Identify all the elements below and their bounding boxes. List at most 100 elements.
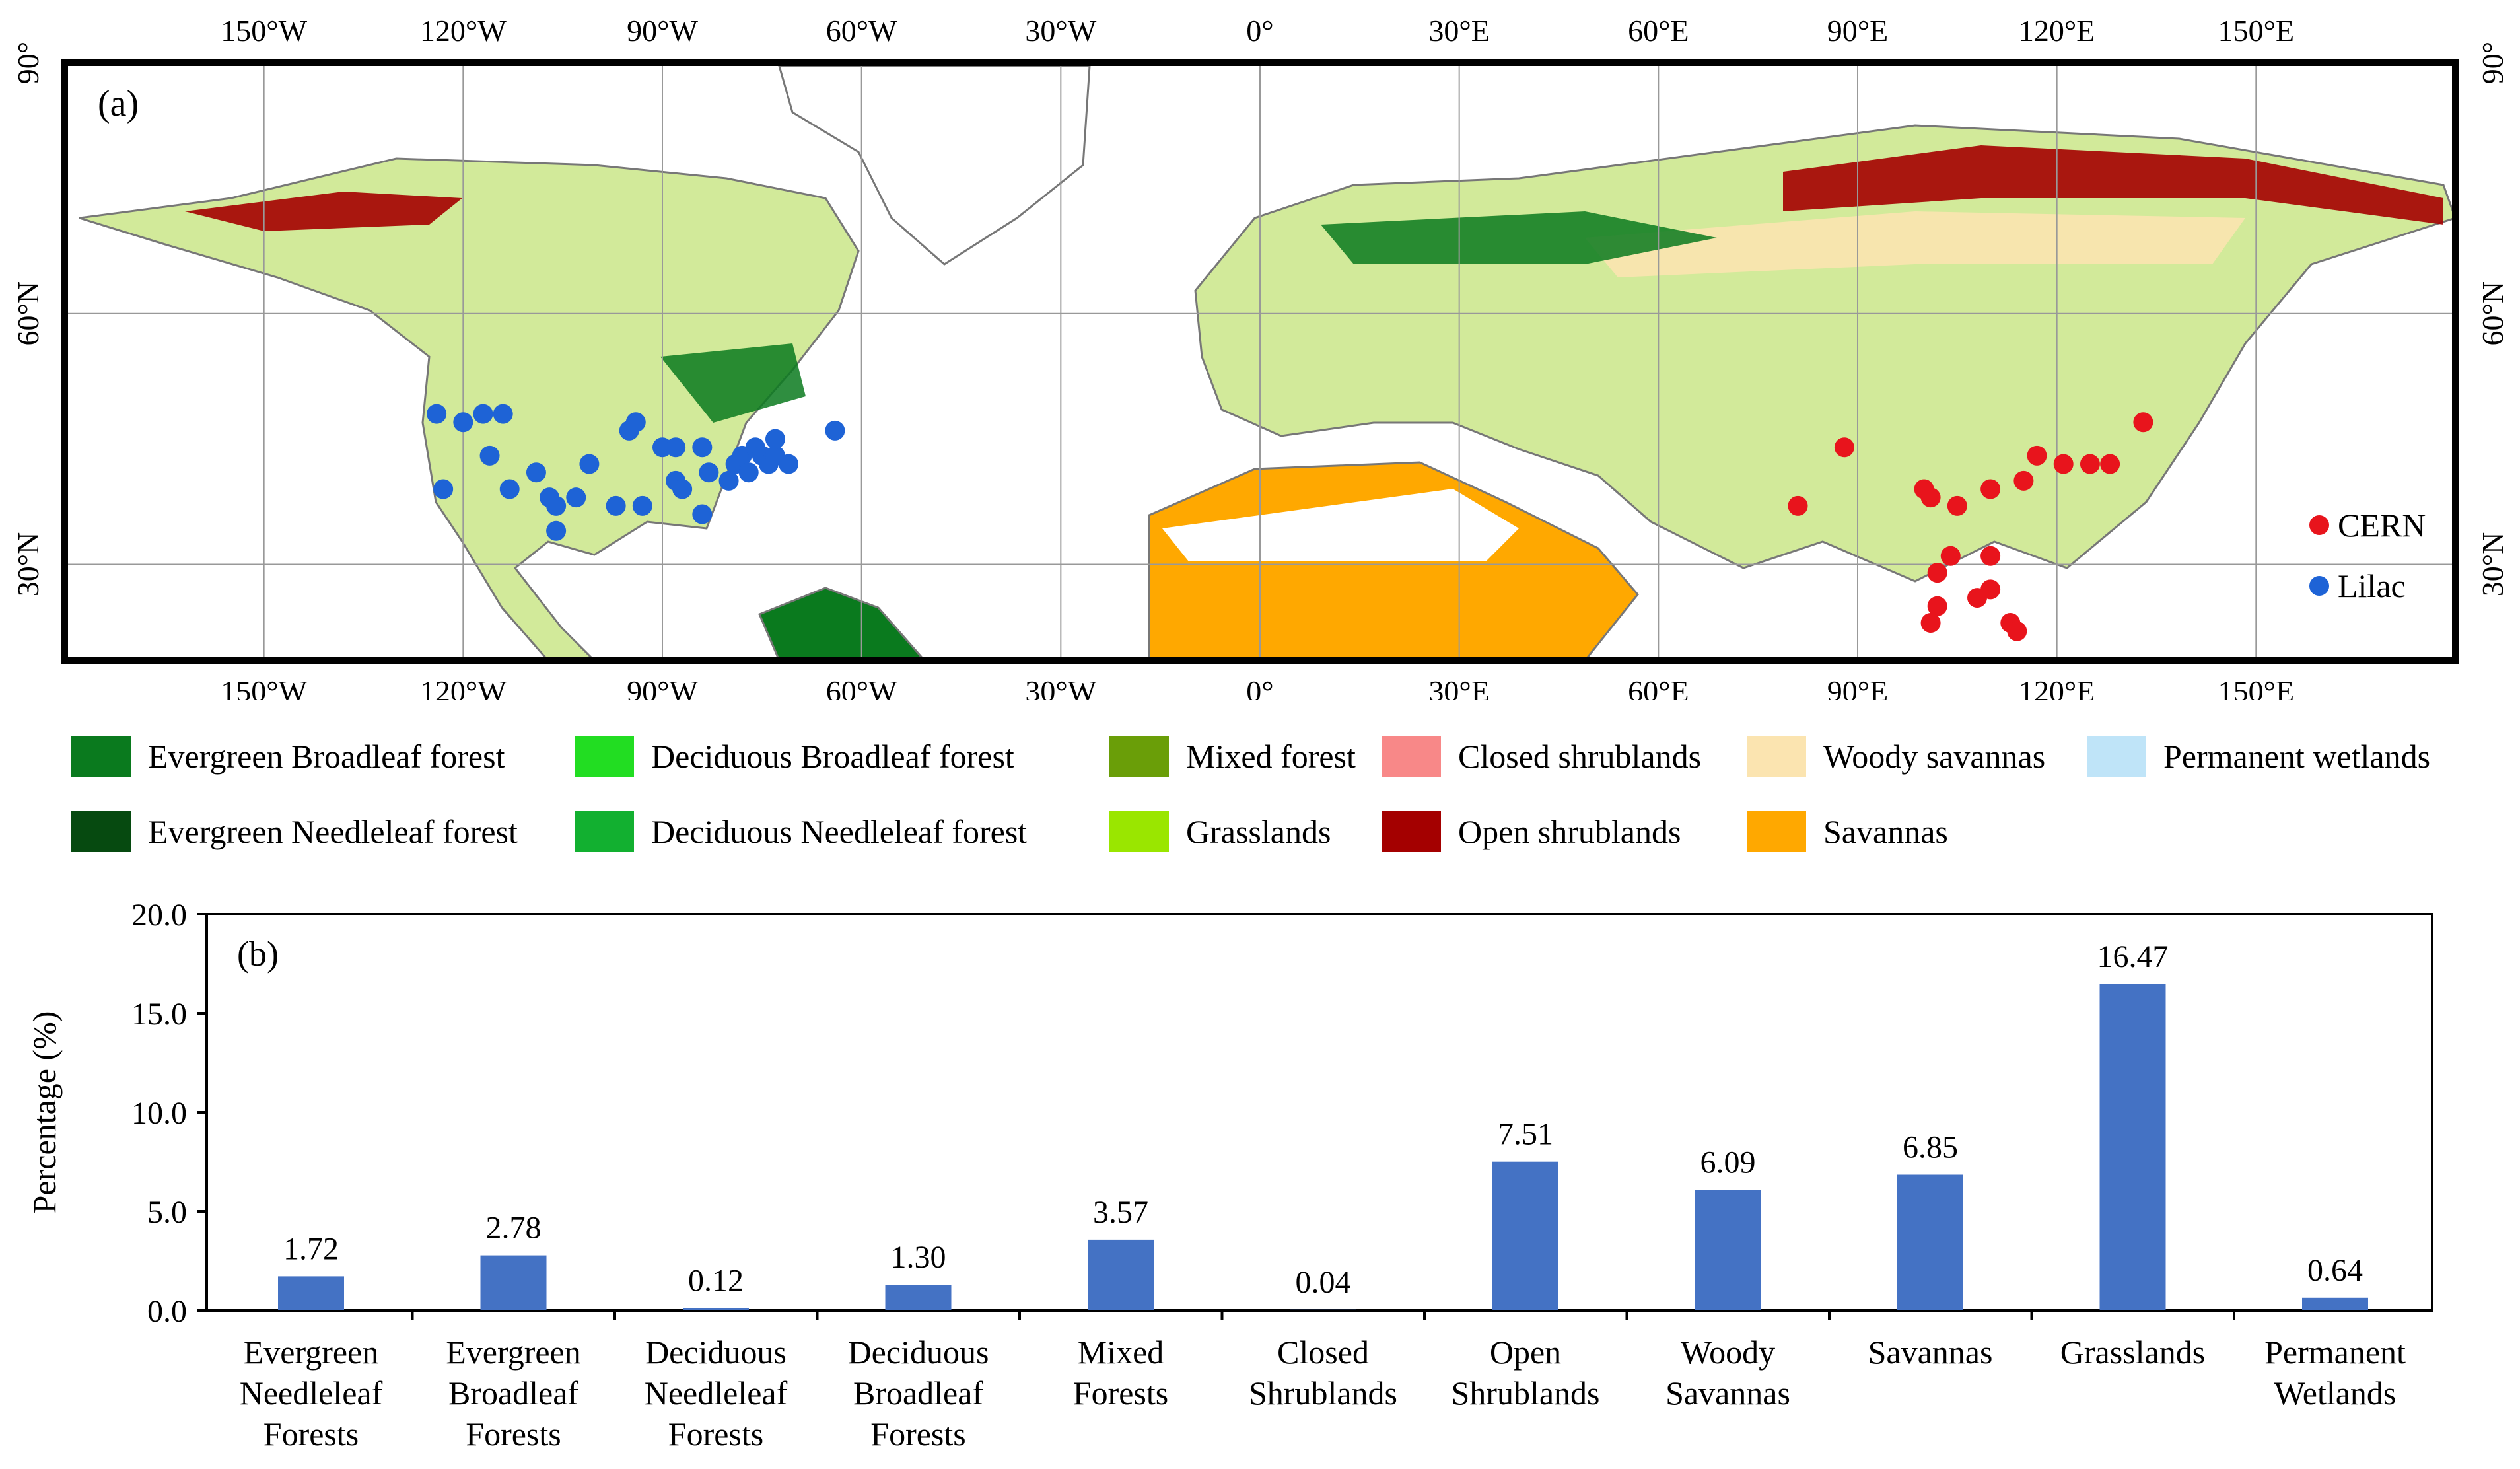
lon-tick-top: 60°E xyxy=(1628,14,1689,48)
lilac-site-marker xyxy=(606,495,626,516)
land-cover-legend-item: Evergreen Needleleaf forest xyxy=(71,811,518,852)
north-america-shrubland-band xyxy=(185,192,462,231)
legend-swatch xyxy=(2087,736,2146,777)
x-category-label: Grasslands xyxy=(2060,1334,2205,1371)
x-category-label: Wetlands xyxy=(2274,1375,2397,1412)
cern-site-marker xyxy=(1980,479,2001,499)
legend-label: Woody savannas xyxy=(1823,738,2046,775)
cern-site-marker xyxy=(2053,454,2074,474)
legend-swatch xyxy=(71,736,131,777)
legend-swatch xyxy=(1747,811,1806,852)
lon-tick-top: 90°W xyxy=(627,14,698,48)
bar-value-label: 1.72 xyxy=(283,1231,339,1266)
lon-tick-bottom: 30°E xyxy=(1428,674,1490,700)
cern-site-marker xyxy=(1927,563,1947,583)
eurasia-savanna-band xyxy=(1585,211,2245,277)
land-cover-legend-item: Savannas xyxy=(1747,811,1948,852)
lon-tick-top: 120°E xyxy=(2019,14,2095,48)
land-cover-legend-item: Deciduous Broadleaf forest xyxy=(575,736,1014,777)
bar xyxy=(683,1308,749,1310)
site-legend-marker xyxy=(2309,576,2329,596)
legend-label: Deciduous Broadleaf forest xyxy=(651,738,1014,775)
lat-tick-right: 30°N xyxy=(2476,532,2509,597)
land-cover-map: 150°W 150°W 120°W 120°W 90°W 90°W 60°W 60°W 30°W… xyxy=(11,14,2509,700)
lilac-site-marker xyxy=(566,487,586,508)
y-tick-label: 0.0 xyxy=(147,1294,187,1329)
lat-tick-left: 30°N xyxy=(11,532,45,597)
x-category-label: Savannas xyxy=(1665,1375,1790,1412)
boreal-forest-patch xyxy=(1321,211,1717,264)
map-frame xyxy=(61,59,2459,664)
lat-tick-right: 60°N xyxy=(2476,281,2509,346)
land-cover-legend-item: Closed shrublands xyxy=(1382,736,1701,777)
lon-tick-bottom: 60°E xyxy=(1628,674,1689,700)
x-category-label: Evergreen xyxy=(446,1334,581,1371)
x-category-label: Open xyxy=(1490,1334,1561,1371)
legend-label: Evergreen Broadleaf forest xyxy=(148,738,505,775)
x-category-label: Savannas xyxy=(1868,1334,1993,1371)
lilac-site-marker xyxy=(632,495,652,516)
legend-swatch xyxy=(71,811,131,852)
lilac-site-marker xyxy=(579,454,600,474)
land-cover-legend-item: Deciduous Needleleaf forest xyxy=(575,811,1027,852)
x-category-label: Forests xyxy=(1073,1375,1168,1412)
lilac-site-marker xyxy=(779,454,799,474)
legend-swatch xyxy=(575,736,634,777)
site-legend-label: Lilac xyxy=(2338,567,2406,604)
bar-value-label: 16.47 xyxy=(2097,939,2169,974)
bar xyxy=(1695,1190,1761,1310)
legend-swatch xyxy=(1109,811,1169,852)
legend-label: Grasslands xyxy=(1186,813,1331,850)
legend-label: Deciduous Needleleaf forest xyxy=(651,813,1028,850)
legend-swatch xyxy=(575,811,634,852)
site-markers xyxy=(427,404,2153,641)
boreal-shrubland-band xyxy=(1783,145,2443,225)
bar-value-label: 3.57 xyxy=(1093,1195,1148,1230)
land-masses xyxy=(79,65,2455,661)
lat-tick-left: 60°N xyxy=(11,281,45,346)
x-category-label: Permanent xyxy=(2264,1334,2406,1371)
lon-tick-bottom: 90°W xyxy=(627,674,698,700)
x-category-label: Closed xyxy=(1277,1334,1369,1371)
sahara-region xyxy=(1162,489,1519,561)
lilac-site-marker xyxy=(427,404,447,424)
cern-site-marker xyxy=(1947,495,1967,516)
y-tick-label: 10.0 xyxy=(131,1096,187,1131)
cern-site-marker xyxy=(2133,412,2153,433)
legend-label: Mixed forest xyxy=(1186,738,1356,775)
land-cover-legend-item: Grasslands xyxy=(1109,811,1331,852)
bar-value-label: 0.12 xyxy=(688,1263,744,1298)
legend-swatch xyxy=(1109,736,1169,777)
bar xyxy=(480,1255,547,1310)
lon-tick-bottom: 150°W xyxy=(221,674,307,700)
y-tick-label: 5.0 xyxy=(147,1195,187,1230)
lilac-site-marker xyxy=(546,495,567,516)
x-category-label: Shrublands xyxy=(1249,1375,1397,1412)
map-panel-label: (a) xyxy=(98,83,139,124)
land-cover-legend-item: Open shrublands xyxy=(1382,811,1681,852)
cern-site-marker xyxy=(1920,487,1941,508)
y-tick-label: 15.0 xyxy=(131,997,187,1032)
bar xyxy=(1088,1239,1154,1310)
lon-tick-bottom: 150°E xyxy=(2218,674,2295,700)
bar-value-label: 7.51 xyxy=(1498,1117,1553,1152)
lilac-site-marker xyxy=(765,429,785,449)
x-category-label: Mixed xyxy=(1078,1334,1164,1371)
bar xyxy=(885,1285,952,1310)
legend-label: Savannas xyxy=(1823,813,1948,850)
lilac-site-marker xyxy=(479,445,500,466)
plot-frame xyxy=(205,913,2433,1312)
x-category-label: Woody xyxy=(1681,1334,1775,1371)
legend-swatch xyxy=(1382,811,1441,852)
lilac-site-marker xyxy=(433,479,454,499)
x-category-label: Broadleaf xyxy=(448,1375,578,1412)
cern-site-marker xyxy=(2027,445,2047,466)
lilac-site-marker xyxy=(453,412,473,433)
lilac-site-marker xyxy=(825,420,845,441)
y-tick-label: 20.0 xyxy=(131,898,187,933)
x-category-label: Deciduous xyxy=(645,1334,787,1371)
lon-tick-top: 150°W xyxy=(221,14,307,48)
x-category-label: Needleleaf xyxy=(645,1375,788,1412)
bar xyxy=(1897,1174,1963,1310)
legend-label: Closed shrublands xyxy=(1458,738,1702,775)
